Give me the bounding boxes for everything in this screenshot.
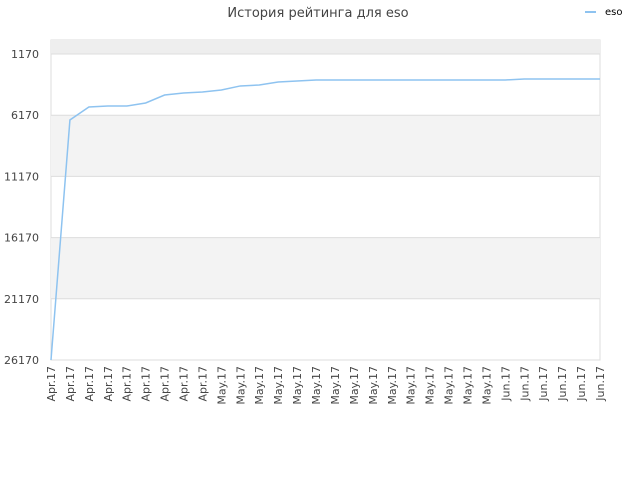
x-tick-label: Apr.17	[178, 366, 191, 402]
x-tick-label: May.17	[443, 366, 456, 405]
y-tick-label: 21170	[4, 293, 39, 306]
x-tick-label: May.17	[329, 366, 342, 405]
x-tick-label: Apr.17	[45, 366, 58, 402]
x-tick-label: May.17	[253, 366, 266, 405]
x-tick-label: May.17	[367, 366, 380, 405]
x-tick-label: Apr.17	[140, 366, 153, 402]
x-tick-label: May.17	[424, 366, 437, 405]
x-tick-label: May.17	[480, 366, 493, 405]
x-tick-label: Apr.17	[64, 366, 77, 402]
x-tick-label: May.17	[310, 366, 323, 405]
y-tick-label: 11170	[4, 170, 39, 183]
band	[51, 237, 600, 299]
plot-area	[50, 39, 601, 361]
x-tick-label: Jun.17	[556, 366, 569, 402]
x-tick-label: Apr.17	[83, 366, 96, 402]
x-tick-label: Jun.17	[537, 366, 550, 402]
x-tick-label: May.17	[386, 366, 399, 405]
x-tick-label: May.17	[291, 366, 304, 405]
x-tick-label: May.17	[461, 366, 474, 405]
series-line	[50, 78, 600, 361]
chart-title: История рейтинга для eso	[227, 6, 408, 21]
x-tick-label: Jun.17	[575, 366, 588, 402]
y-tick-label: 6170	[11, 109, 39, 122]
y-tick-label: 26170	[4, 354, 39, 367]
x-tick-label: May.17	[405, 366, 418, 405]
x-tick-label: May.17	[348, 366, 361, 405]
x-tick-label: May.17	[234, 366, 247, 405]
legend-label: eso	[605, 7, 622, 18]
band	[51, 115, 600, 177]
x-tick-label: Apr.17	[196, 366, 209, 402]
x-tick-label: Jun.17	[518, 366, 531, 402]
x-tick-label: May.17	[272, 366, 285, 405]
x-tick-label: May.17	[215, 366, 228, 405]
x-tick-label: Apr.17	[102, 366, 115, 402]
x-tick-label: Jun.17	[594, 366, 607, 402]
x-tick-label: Apr.17	[159, 366, 172, 402]
y-tick-label: 1170	[11, 48, 39, 61]
x-tick-label: Apr.17	[121, 366, 134, 402]
y-tick-label: 16170	[4, 232, 39, 245]
band	[51, 40, 600, 55]
x-tick-label: Jun.17	[499, 366, 512, 402]
